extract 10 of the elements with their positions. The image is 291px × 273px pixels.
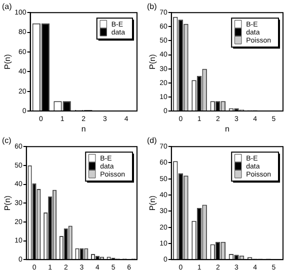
- y-axis-title: P(n): [3, 195, 12, 211]
- chart-title: (d): [147, 136, 158, 146]
- x-axis-title: n: [224, 124, 230, 134]
- chart-title: (c): [2, 136, 12, 146]
- y-axis-title: P(n): [148, 195, 158, 211]
- x-axis-title: n: [81, 124, 86, 134]
- chart-title: (b): [147, 2, 158, 12]
- chart-title: (a): [2, 2, 12, 12]
- y-axis-title: P(n): [148, 54, 158, 70]
- y-axis-title: P(n): [3, 54, 12, 70]
